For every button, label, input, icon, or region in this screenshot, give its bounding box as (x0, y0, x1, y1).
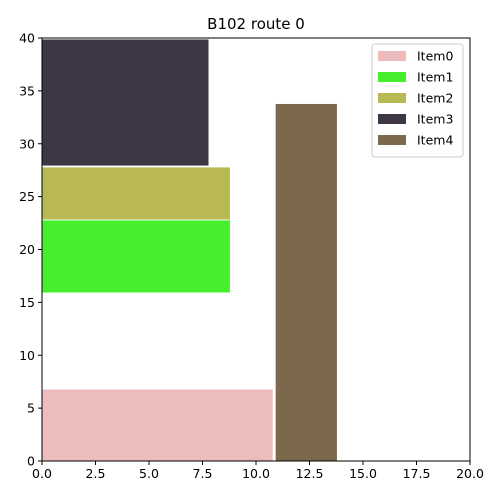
bar-item4 (274, 103, 338, 462)
legend-swatch-item2 (378, 93, 406, 103)
y-tick-label: 30 (19, 136, 35, 151)
x-tick-label: 20.0 (456, 466, 484, 481)
y-tick-label: 40 (19, 31, 35, 46)
legend-label-item2: Item2 (417, 91, 453, 106)
legend-label-item1: Item1 (417, 70, 453, 85)
bar-item0 (41, 388, 274, 462)
y-tick-label: 15 (19, 295, 35, 310)
y-tick-label: 5 (27, 401, 35, 416)
legend-swatch-item3 (378, 114, 406, 124)
x-tick-label: 12.5 (296, 466, 324, 481)
bar-item2 (41, 166, 231, 221)
legend-swatch-item0 (378, 51, 406, 61)
y-tick-label: 25 (19, 189, 35, 204)
x-tick-label: 2.5 (86, 466, 106, 481)
bar-item3 (41, 38, 210, 167)
y-tick-label: 0 (27, 454, 35, 469)
bar-item1 (41, 219, 231, 294)
x-tick-label: 10.0 (242, 466, 270, 481)
x-tick-label: 15.0 (349, 466, 377, 481)
x-axis-ticks: 0.0 2.5 5.0 7.5 10.0 12.5 15.0 17.5 20.0 (32, 461, 484, 481)
legend-swatch-item1 (378, 72, 406, 82)
legend-swatch-item4 (378, 135, 406, 145)
x-tick-label: 17.5 (403, 466, 431, 481)
y-axis-ticks: 0 5 10 15 20 25 30 35 40 (19, 31, 42, 469)
x-tick-label: 7.5 (193, 466, 213, 481)
legend-label-item4: Item4 (417, 133, 453, 148)
y-tick-label: 10 (19, 348, 35, 363)
y-tick-label: 20 (19, 242, 35, 257)
x-tick-label: 0.0 (32, 466, 52, 481)
chart-title: B102 route 0 (207, 15, 305, 33)
legend-label-item0: Item0 (417, 49, 453, 64)
legend-label-item3: Item3 (417, 112, 453, 127)
x-tick-label: 5.0 (139, 466, 159, 481)
legend: Item0 Item1 Item2 Item3 Item4 (371, 43, 464, 158)
bars-layer (41, 38, 338, 462)
y-tick-label: 35 (19, 83, 35, 98)
